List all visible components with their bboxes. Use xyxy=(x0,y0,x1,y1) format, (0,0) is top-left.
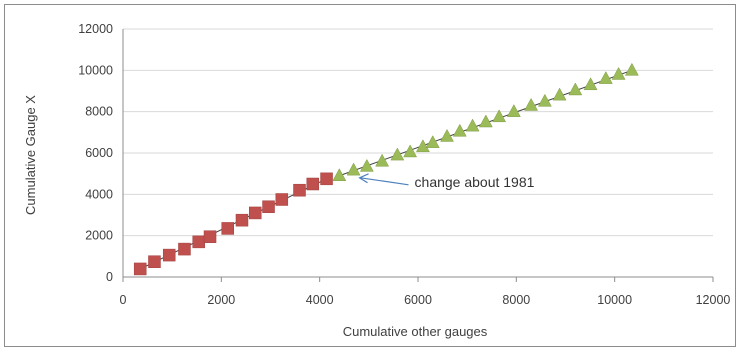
square-point xyxy=(320,172,333,186)
square-point xyxy=(293,183,306,197)
triangle-point xyxy=(346,162,361,176)
triangle-point xyxy=(492,109,507,123)
tick-labels: 0 2000 4000 6000 8000 10000 12000 0 2000 4000 6000… xyxy=(78,22,730,307)
y-tick-label: 6000 xyxy=(85,146,113,160)
y-tick-label: 2000 xyxy=(85,229,113,243)
annotation-text: change about 1981 xyxy=(415,174,535,190)
triangle-point xyxy=(465,118,480,132)
y-axis-label: Cumulative Gauge X xyxy=(23,95,38,215)
x-tick-label: 4000 xyxy=(306,293,334,307)
triangle-point xyxy=(624,62,639,76)
triangle-point xyxy=(403,144,418,158)
scatter-chart: 0 2000 4000 6000 8000 10000 12000 0 2000 4000 6000… xyxy=(23,22,730,339)
triangle-point xyxy=(390,147,405,161)
triangle-point xyxy=(524,97,539,111)
square-point xyxy=(178,242,191,256)
square-point xyxy=(306,177,320,191)
triangle-point xyxy=(332,168,347,181)
square-point xyxy=(221,222,234,235)
y-tick-label: 8000 xyxy=(85,105,113,119)
triangle-point xyxy=(452,123,467,137)
x-axis-label: Cumulative other gauges xyxy=(343,324,488,339)
x-tick-label: 12000 xyxy=(696,293,731,307)
square-point xyxy=(203,230,217,243)
square-point xyxy=(192,235,205,249)
square-point xyxy=(133,262,147,276)
y-tick-label: 10000 xyxy=(78,63,113,77)
annotations: change about 1981 xyxy=(358,173,535,190)
square-point xyxy=(235,213,249,227)
square-point xyxy=(162,248,176,262)
y-tick-label: 4000 xyxy=(85,187,113,201)
x-tick-label: 6000 xyxy=(404,293,432,307)
x-tick-label: 0 xyxy=(120,293,127,307)
triangle-point xyxy=(478,114,493,128)
y-tick-label: 12000 xyxy=(78,22,113,36)
triangle-point xyxy=(425,135,440,148)
triangle-point xyxy=(568,82,583,96)
triangle-point xyxy=(375,153,390,167)
x-tick-label: 2000 xyxy=(207,293,235,307)
data-points xyxy=(133,62,639,276)
triangle-point xyxy=(440,128,454,142)
triangle-point xyxy=(415,139,430,153)
axes xyxy=(122,29,714,282)
square-point xyxy=(262,200,275,213)
triangle-point xyxy=(506,104,521,117)
triangle-point xyxy=(552,87,567,101)
square-point xyxy=(275,193,289,206)
triangle-point xyxy=(359,158,374,172)
square-point xyxy=(249,206,262,220)
x-tick-label: 8000 xyxy=(502,293,530,307)
triangle-point xyxy=(537,93,552,107)
gridlines xyxy=(123,28,713,237)
triangle-point xyxy=(611,66,626,80)
y-tick-label: 0 xyxy=(106,270,113,284)
triangle-point xyxy=(598,71,613,84)
annotation-arrow xyxy=(360,177,409,186)
chart-frame: 0 2000 4000 6000 8000 10000 12000 0 2000 4000 6000… xyxy=(4,4,736,347)
arrowhead xyxy=(358,173,369,184)
triangle-point xyxy=(583,77,598,91)
square-point xyxy=(148,255,161,268)
x-tick-label: 10000 xyxy=(597,293,632,307)
